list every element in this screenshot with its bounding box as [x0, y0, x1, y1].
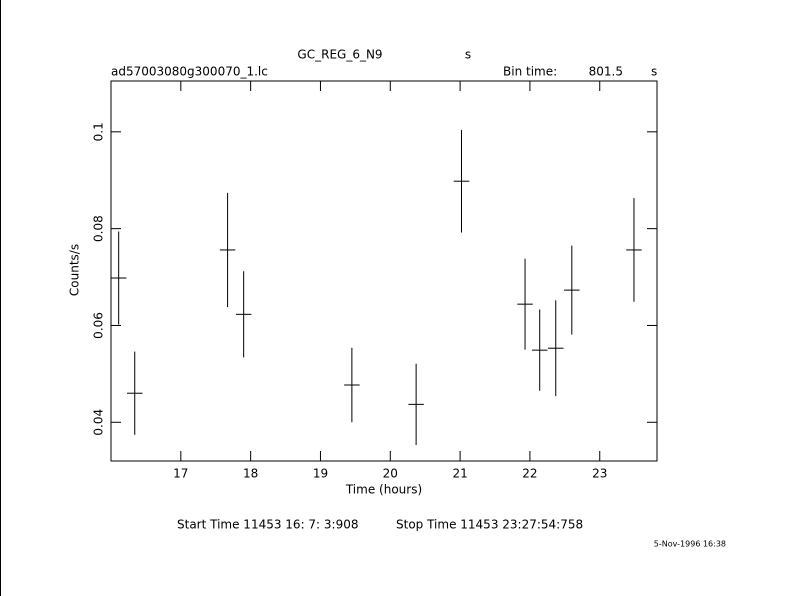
bin-time-label: Bin time: — [503, 65, 557, 79]
file-name: ad57003080g300070_1.lc — [111, 65, 268, 79]
x-tick-label: 18 — [243, 467, 258, 481]
x-tick-label: 22 — [522, 467, 537, 481]
y-tick-label: 0.06 — [92, 312, 106, 339]
x-tick-label: 20 — [383, 467, 398, 481]
y-axis-label: Counts/s — [68, 244, 82, 296]
start-time: Start Time 11453 16: 7: 3:908 — [177, 518, 359, 532]
y-tick-label: 0.08 — [92, 215, 106, 242]
x-axis-label: Time (hours) — [345, 483, 422, 497]
bin-time-unit: s — [651, 65, 657, 79]
x-tick-label: 23 — [592, 467, 607, 481]
date-stamp: 5-Nov-1996 16:38 — [654, 540, 726, 549]
y-tick-label: 0.1 — [92, 122, 106, 141]
x-tick-label: 21 — [452, 467, 467, 481]
bin-time: 801.5 — [589, 65, 623, 79]
y-tick-label: 0.04 — [92, 409, 106, 436]
plot-frame — [110, 80, 658, 462]
x-tick-label: 17 — [173, 467, 188, 481]
x-tick-label: 19 — [313, 467, 328, 481]
stop-time: Stop Time 11453 23:27:54:758 — [396, 518, 583, 532]
title-unit: s — [465, 48, 471, 62]
chart-title: GC_REG_6_N9 — [297, 48, 382, 62]
